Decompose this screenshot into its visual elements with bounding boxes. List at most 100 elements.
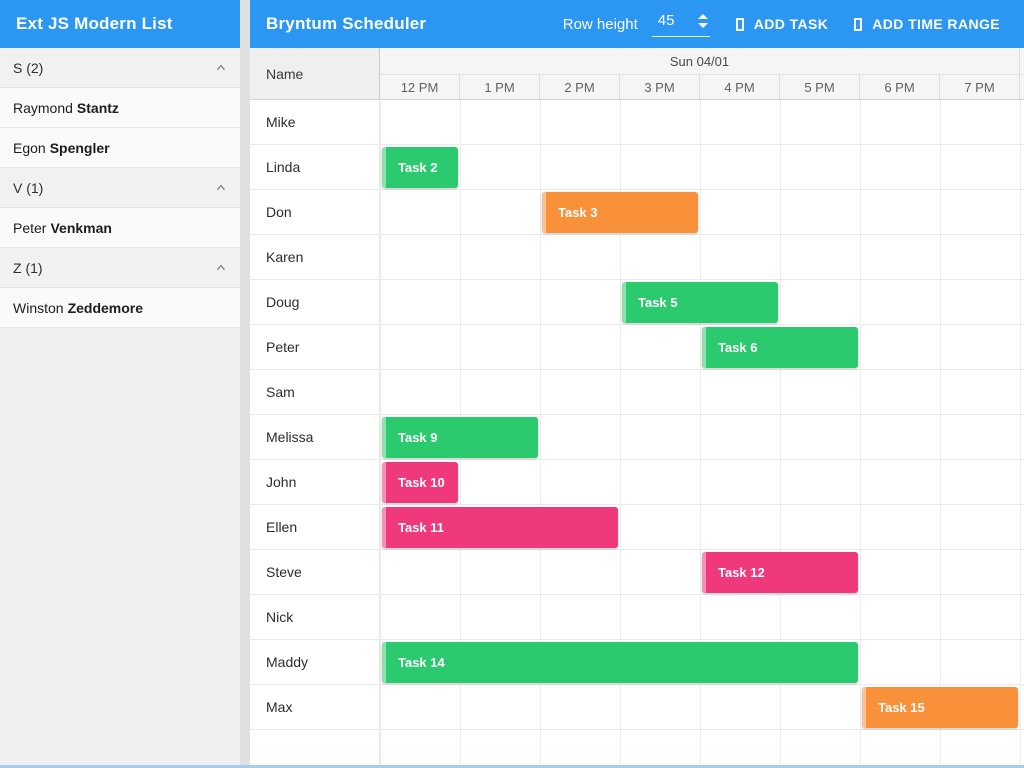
panel-splitter[interactable] — [240, 0, 250, 768]
add-task-label: ADD TASK — [753, 16, 829, 32]
add-task-button[interactable]: ADD TASK — [735, 16, 829, 32]
resource-name-cell[interactable]: Nick — [250, 595, 380, 639]
scheduler-toolbar: Bryntum Scheduler Row height 45 ADD TASK… — [250, 0, 1024, 48]
hour-header-row: 12 PM 1 PM 2 PM 3 PM 4 PM 5 PM 6 PM 7 PM — [380, 75, 1024, 99]
collapse-chevron-icon[interactable] — [214, 181, 228, 195]
scheduler-grid: Mike Linda Don Karen Doug Peter Sam Melissa John… — [250, 100, 1024, 768]
scheduler-title: Bryntum Scheduler — [266, 14, 427, 33]
contact-first-name: Peter — [13, 219, 47, 236]
scheduler-panel: Bryntum Scheduler Row height 45 ADD TASK… — [250, 0, 1024, 768]
event-bar[interactable]: Task 9 — [382, 417, 538, 458]
add-time-range-label: ADD TIME RANGE — [872, 16, 1000, 32]
event-bar[interactable]: Task 6 — [702, 327, 858, 368]
resource-name-cell[interactable]: Sam — [250, 370, 380, 414]
resource-row: John — [250, 460, 1024, 505]
resource-name-cell[interactable]: Doug — [250, 280, 380, 324]
contact-last-name: Zeddemore — [67, 299, 144, 316]
contact-item[interactable]: Peter Venkman — [0, 208, 240, 248]
contact-last-name: Stantz — [76, 99, 119, 116]
group-label: Z (1) — [13, 259, 43, 276]
day-header-cell[interactable]: Sun 04/01 — [380, 48, 1020, 74]
contact-item[interactable]: Egon Spengler — [0, 128, 240, 168]
resource-row — [250, 730, 1024, 768]
contact-first-name: Raymond — [13, 99, 73, 116]
resource-row: Sam — [250, 370, 1024, 415]
hour-header-cell[interactable]: 2 PM — [540, 75, 620, 99]
event-bar[interactable]: Task 12 — [702, 552, 858, 593]
add-time-range-button[interactable]: ADD TIME RANGE — [854, 16, 1000, 32]
spinner-arrows — [697, 13, 708, 29]
spin-up-icon[interactable] — [697, 13, 708, 19]
resource-row: Karen — [250, 235, 1024, 280]
contact-last-name: Venkman — [50, 219, 112, 236]
resource-name-cell[interactable]: Don — [250, 190, 380, 234]
event-label: Task 6 — [718, 340, 758, 355]
event-label: Task 14 — [398, 655, 445, 670]
event-bar[interactable]: Task 15 — [862, 687, 1018, 728]
resource-name-cell[interactable]: Max — [250, 685, 380, 729]
resource-name-cell[interactable]: Maddy — [250, 640, 380, 684]
contact-list: S (2) Raymond Stantz Egon Spengler V (1) Peter… — [0, 48, 240, 768]
resource-row: Nick — [250, 595, 1024, 640]
contacts-panel-header: Ext JS Modern List — [0, 0, 240, 48]
contact-item[interactable]: Raymond Stantz — [0, 88, 240, 128]
event-bar[interactable]: Task 3 — [542, 192, 698, 233]
group-label: S (2) — [13, 59, 44, 76]
hour-header-cell[interactable]: 12 PM — [380, 75, 460, 99]
resource-row: Melissa — [250, 415, 1024, 460]
time-axis-header: Sun 04/01 12 PM 1 PM 2 PM 3 PM 4 PM 5 PM 6 PM 7… — [380, 48, 1024, 99]
resource-name-cell[interactable]: Peter — [250, 325, 380, 369]
event-bar[interactable]: Task 11 — [382, 507, 618, 548]
contact-item[interactable]: Winston Zeddemore — [0, 288, 240, 328]
collapse-chevron-icon[interactable] — [214, 261, 228, 275]
event-label: Task 11 — [398, 520, 445, 535]
resource-row: Peter — [250, 325, 1024, 370]
hour-header-cell[interactable]: 7 PM — [940, 75, 1020, 99]
contact-last-name: Spengler — [49, 139, 110, 156]
event-label: Task 3 — [558, 205, 598, 220]
resource-row: Steve — [250, 550, 1024, 595]
add-task-tofu-icon — [735, 17, 744, 31]
resource-name-cell[interactable] — [250, 730, 380, 768]
row-height-label: Row height — [562, 15, 638, 33]
resource-name-cell[interactable]: Ellen — [250, 505, 380, 549]
event-label: Task 5 — [638, 295, 678, 310]
group-header[interactable]: S (2) — [0, 48, 240, 88]
resource-name-cell[interactable]: Linda — [250, 145, 380, 189]
contacts-panel-title: Ext JS Modern List — [16, 14, 173, 33]
hour-header-cell[interactable]: 1 PM — [460, 75, 540, 99]
group-header[interactable]: V (1) — [0, 168, 240, 208]
resource-name-cell[interactable]: John — [250, 460, 380, 504]
event-bar[interactable]: Task 5 — [622, 282, 778, 323]
hour-header-cell[interactable]: 4 PM — [700, 75, 780, 99]
event-bar[interactable]: Task 14 — [382, 642, 858, 683]
collapse-chevron-icon[interactable] — [214, 61, 228, 75]
resource-name-cell[interactable]: Mike — [250, 100, 380, 144]
event-bar[interactable]: Task 10 — [382, 462, 458, 503]
name-column-header[interactable]: Name — [250, 48, 380, 99]
event-bar[interactable]: Task 2 — [382, 147, 458, 188]
event-label: Task 12 — [718, 565, 765, 580]
hour-header-cell[interactable]: 3 PM — [620, 75, 700, 99]
resource-row: Ellen — [250, 505, 1024, 550]
resource-name-cell[interactable]: Steve — [250, 550, 380, 594]
event-label: Task 9 — [398, 430, 438, 445]
hour-header-cell[interactable]: 6 PM — [860, 75, 940, 99]
spin-down-icon[interactable] — [697, 22, 708, 28]
add-time-range-tofu-icon — [854, 17, 863, 31]
row-height-value: 45 — [657, 11, 675, 29]
event-label: Task 15 — [878, 700, 925, 715]
group-header[interactable]: Z (1) — [0, 248, 240, 288]
contacts-panel: Ext JS Modern List S (2) Raymond Stantz Ego… — [0, 0, 240, 768]
resource-row: Max — [250, 685, 1024, 730]
resource-name-cell[interactable]: Melissa — [250, 415, 380, 459]
contact-first-name: Winston — [13, 299, 64, 316]
scheduler-header: Name Sun 04/01 12 PM 1 PM 2 PM 3 PM 4 PM 5 PM… — [250, 48, 1024, 100]
hour-header-cell[interactable]: 5 PM — [780, 75, 860, 99]
event-label: Task 10 — [398, 475, 445, 490]
event-label: Task 2 — [398, 160, 438, 175]
row-height-spinner[interactable]: 45 — [651, 11, 710, 37]
resource-name-cell[interactable]: Karen — [250, 235, 380, 279]
resource-row: Linda — [250, 145, 1024, 190]
